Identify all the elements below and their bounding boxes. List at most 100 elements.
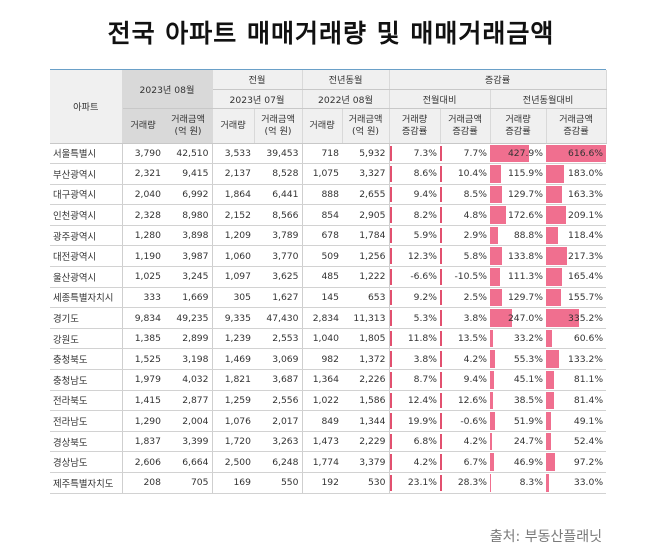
change-bar-small: [440, 372, 442, 388]
volume-cell: 1,025: [121, 266, 164, 288]
cell-value: 6,992: [182, 188, 209, 200]
cell-value: 1,076: [224, 415, 251, 427]
cell-value: 192: [321, 477, 339, 489]
cell-value: 23.1%: [407, 477, 437, 489]
cell-value: 2.5%: [463, 291, 487, 303]
cell-value: 3,789: [272, 230, 299, 242]
cell-value: 3.8%: [463, 312, 487, 324]
table-header: 아파트 2023년 08월 전월 전년동월 증감률 2023년 07월 2022…: [50, 70, 607, 144]
prev-year-amount-cell: 1,586: [342, 390, 390, 412]
region-cell: 울산광역시: [50, 266, 122, 288]
yoy-volume-change-cell: 111.3%: [490, 266, 546, 288]
mom-amount-change-cell: 7.7%: [440, 143, 490, 165]
cell-value: 10.4%: [457, 168, 487, 180]
table-row: 울산광역시 1,025 3,245 1,097 3,625 485 1,222 -6.6% -1…: [50, 266, 607, 288]
cell-value: 2,606: [134, 456, 161, 468]
change-bar-small: [440, 289, 442, 306]
cell-value: 경상북도: [53, 437, 88, 449]
prev-month-amount-cell: 550: [254, 472, 302, 494]
volume-cell: 333: [121, 287, 164, 309]
cell-value: 209.1%: [568, 209, 604, 221]
cell-value: 대구광역시: [53, 190, 97, 202]
cell-value: 183.0%: [568, 168, 604, 180]
prev-month-volume-cell: 1,060: [211, 245, 254, 268]
change-bar-small: [389, 392, 392, 409]
cell-value: 5.3%: [413, 312, 437, 324]
cell-value: 888: [321, 188, 339, 200]
prev-month-volume-cell: 1,097: [211, 266, 254, 288]
cell-value: 24.7%: [513, 436, 543, 448]
table-row: 대구광역시 2,040 6,992 1,864 6,441 888 2,655 9.4% 8.5…: [50, 184, 607, 206]
cell-value: 46.9%: [513, 456, 543, 468]
yoy-volume-change-cell: 129.7%: [490, 287, 546, 309]
volume-cell: 1,290: [121, 410, 164, 432]
prev-month-volume-cell: 9,335: [211, 307, 254, 329]
mom-volume-change-cell: 8.7%: [389, 369, 440, 391]
cell-value: 88.8%: [513, 230, 543, 242]
mom-amount-change-cell: -10.5%: [440, 266, 490, 288]
change-bar: [490, 144, 529, 163]
prev-year-amount-cell: 3,327: [342, 163, 390, 185]
prev-month-amount-cell: 2,556: [254, 390, 302, 412]
cell-value: 1,805: [359, 333, 386, 345]
prev-month-volume-cell: 1,076: [211, 410, 254, 432]
change-bar: [546, 432, 552, 451]
change-bar-small: [440, 227, 442, 244]
cell-value: 1,344: [359, 415, 386, 427]
table-row: 전라남도 1,290 2,004 1,076 2,017 849 1,344 19.9% -0.…: [50, 410, 607, 432]
cell-value: 9.4%: [413, 188, 437, 200]
volume-cell: 2,040: [121, 184, 164, 206]
prev-month-amount-cell: 8,528: [254, 163, 302, 185]
change-bar-small: [389, 166, 392, 182]
cell-value: 129.7%: [507, 188, 543, 200]
cell-value: 155.7%: [568, 291, 604, 303]
cell-value: 1,864: [224, 188, 251, 200]
cell-value: 616.6%: [568, 147, 604, 159]
yoy-volume-change-cell: 88.8%: [490, 225, 546, 247]
cell-value: 118.4%: [568, 230, 604, 242]
cell-value: 8,980: [182, 209, 209, 221]
cell-value: 11.8%: [407, 333, 437, 345]
yoy-amount-change-cell: 52.4%: [546, 431, 607, 453]
cell-value: 49,235: [176, 312, 209, 324]
region-cell: 서울특별시: [50, 143, 122, 165]
cell-value: 2,226: [359, 374, 386, 386]
prev-month-amount-cell: 39,453: [254, 143, 302, 165]
cell-value: 4.2%: [463, 436, 487, 448]
cell-value: 2,321: [134, 168, 161, 180]
cell-value: 충청남도: [53, 375, 88, 387]
cell-value: 4.2%: [413, 456, 437, 468]
cell-value: 1,190: [134, 250, 161, 262]
change-bar: [546, 391, 554, 410]
cell-value: 12.6%: [457, 394, 487, 406]
table-body: 서울특별시 3,790 42,510 3,533 39,453 718 5,932 7.3% 7…: [50, 143, 607, 494]
amount-cell: 2,877: [164, 390, 212, 412]
table-row: 대전광역시 1,190 3,987 1,060 3,770 509 1,256 12.3% 5.…: [50, 245, 607, 268]
cell-value: 1,222: [359, 271, 386, 283]
cell-value: 6,248: [272, 456, 299, 468]
prev-year-amount-cell: 2,226: [342, 369, 390, 391]
region-cell: 충청남도: [50, 369, 122, 391]
prev-year-volume-cell: 1,364: [301, 369, 342, 391]
cell-value: -10.5%: [454, 271, 487, 283]
cell-value: 19.9%: [407, 415, 437, 427]
yoy-amount-change-cell: 155.7%: [546, 287, 607, 309]
yoy-amount-change-cell: 217.3%: [546, 245, 607, 268]
change-bar-small: [389, 248, 392, 265]
prev-month-amount-cell: 3,263: [254, 431, 302, 453]
mom-amount-change-cell: 4.2%: [440, 431, 490, 453]
table-row: 경기도 9,834 49,235 9,335 47,430 2,834 11,313 5.3%…: [50, 307, 607, 329]
change-bar: [490, 391, 494, 410]
cell-value: 678: [321, 230, 339, 242]
header-vs-prev-month: 전월대비: [389, 89, 491, 109]
cell-value: 대전광역시: [53, 252, 97, 264]
cell-value: 2,328: [134, 209, 161, 221]
amount-cell: 3,987: [164, 245, 212, 268]
cell-value: 9,834: [134, 312, 161, 324]
cell-value: 3.8%: [413, 353, 437, 365]
cell-value: 6,441: [272, 188, 299, 200]
header-prev-month: 전월: [212, 70, 303, 90]
header-text-line: 거래량: [130, 119, 156, 131]
cell-value: 2,899: [182, 333, 209, 345]
change-bar-small: [389, 413, 392, 429]
